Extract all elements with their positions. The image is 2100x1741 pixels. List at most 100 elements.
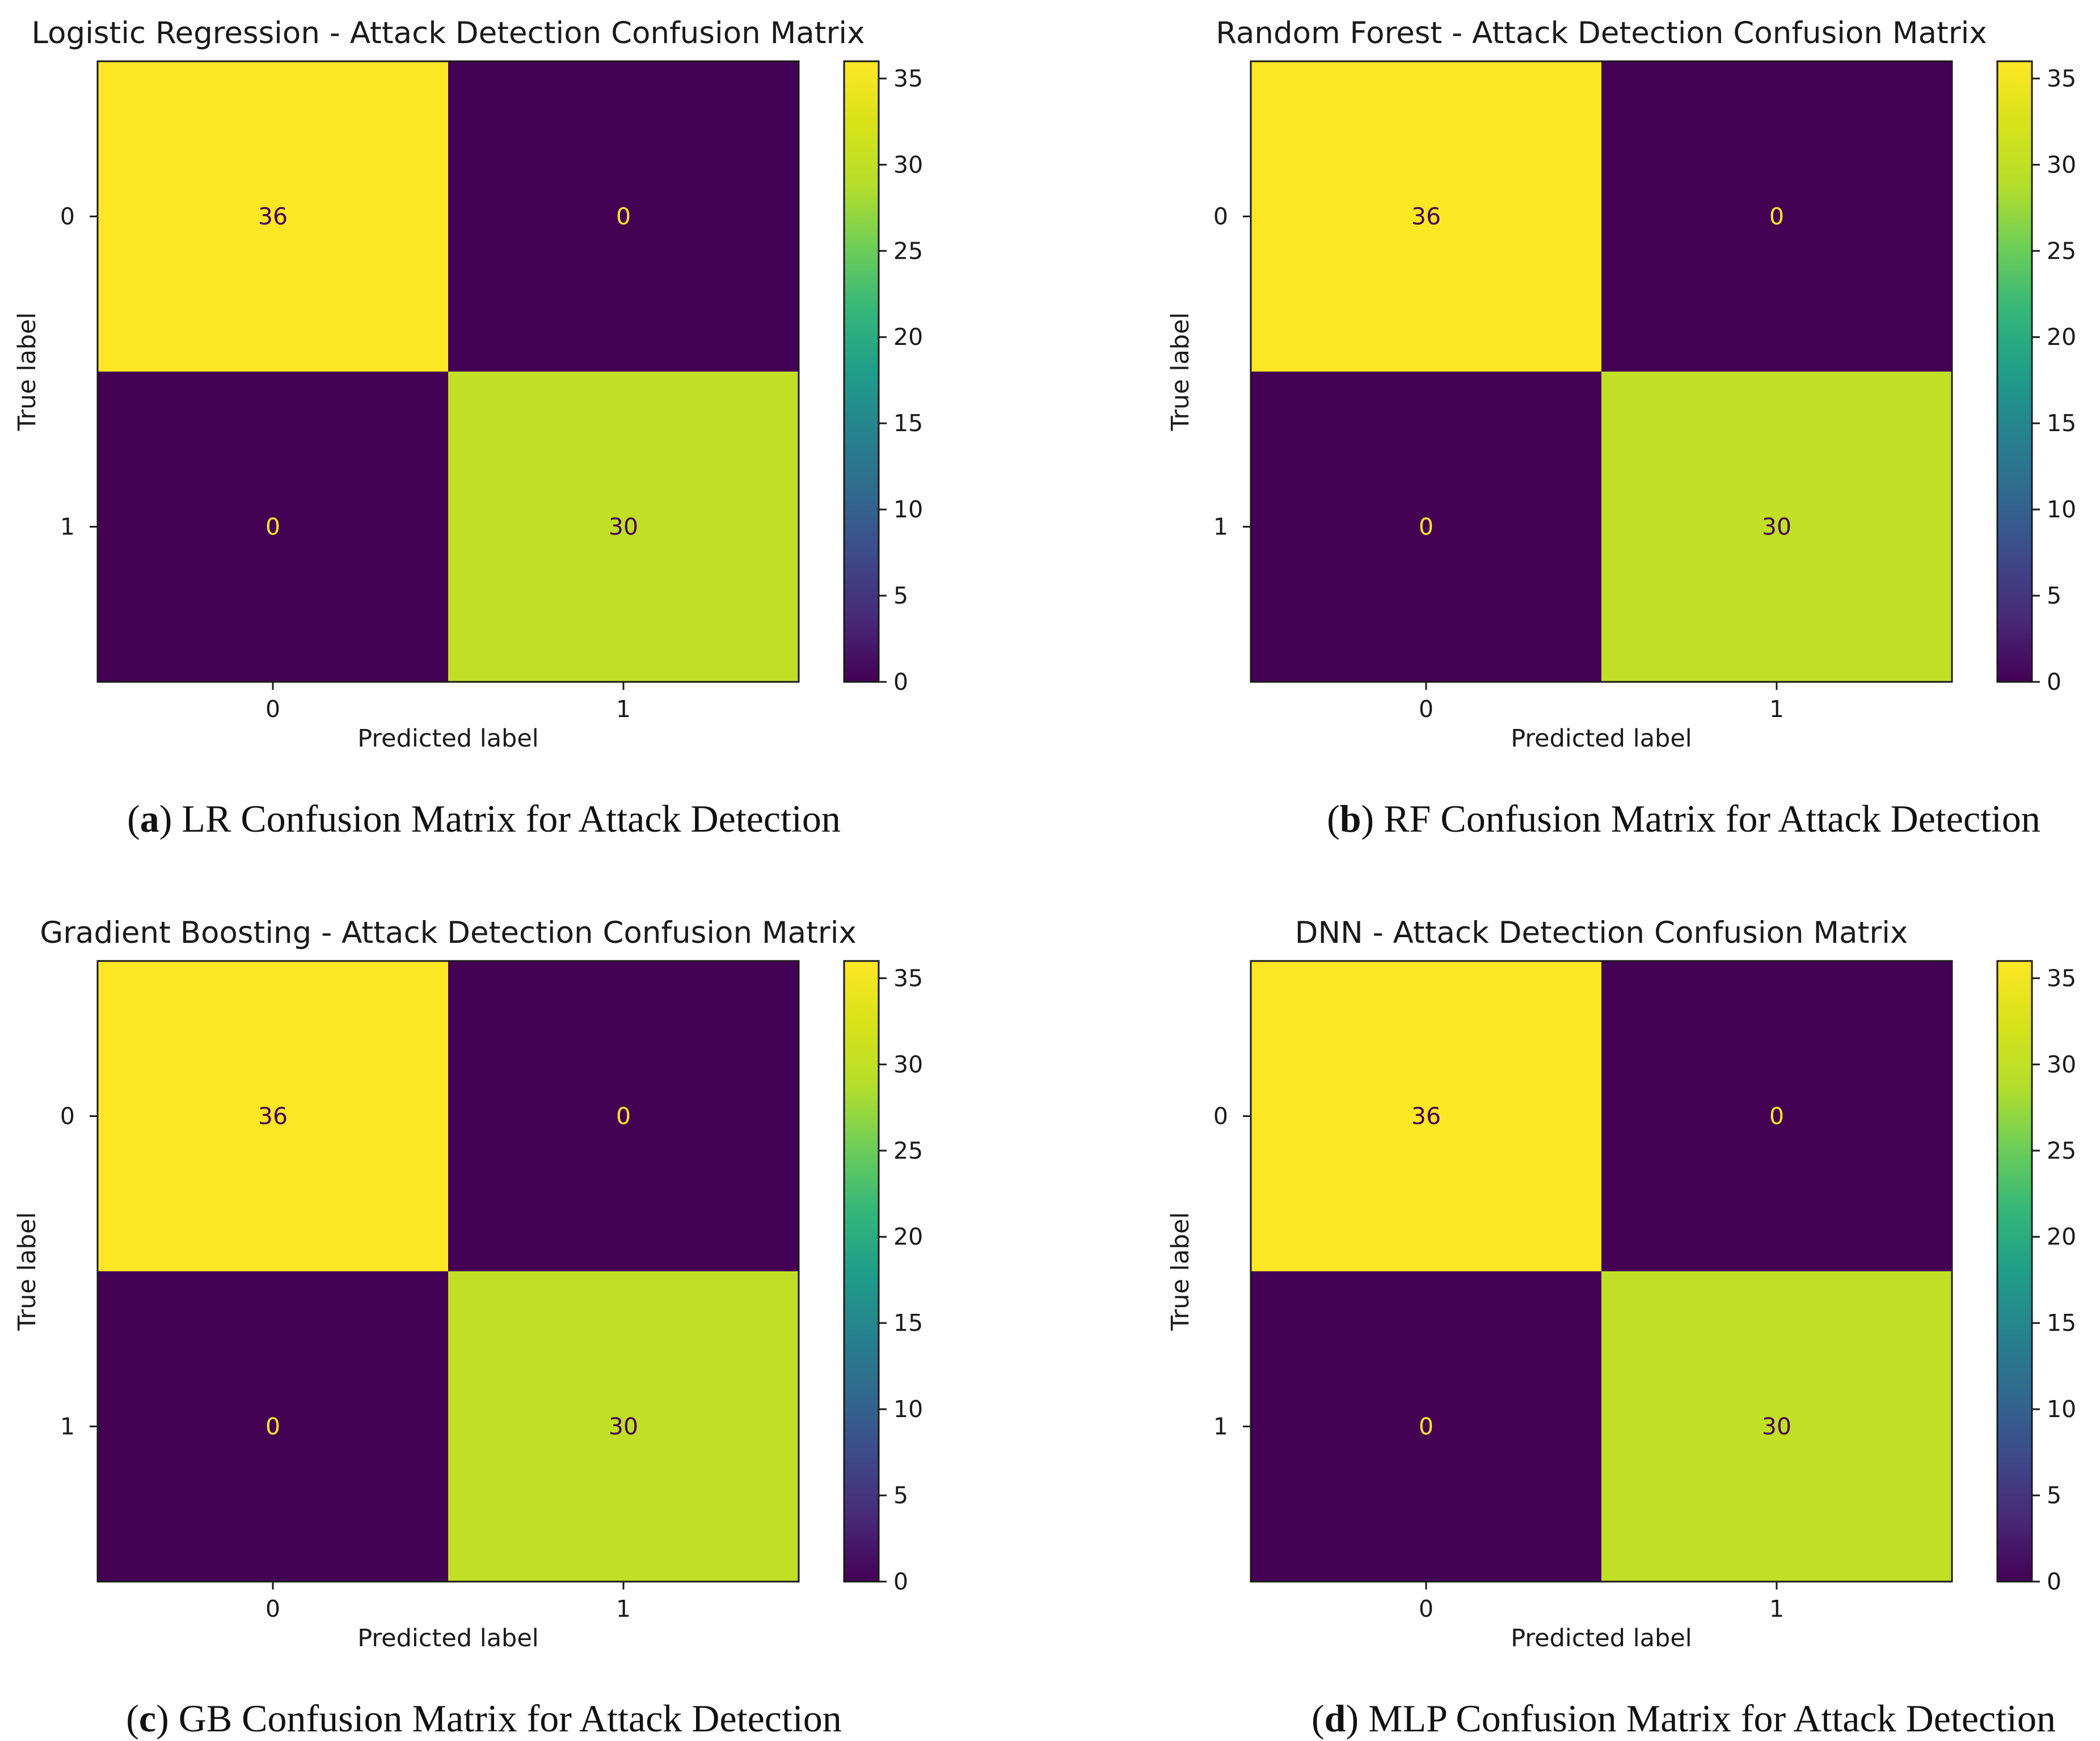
colorbar-tick-label: 30 xyxy=(2047,1051,2076,1078)
matrix-cell xyxy=(1601,61,1952,372)
colorbar-tick-label: 30 xyxy=(2047,151,2076,178)
matrix-cell xyxy=(448,1271,799,1582)
x-tick-label: 1 xyxy=(1769,695,1784,723)
x-tick-label: 1 xyxy=(616,1595,631,1622)
matrix-cell xyxy=(98,1271,448,1582)
axes-frame xyxy=(96,60,800,683)
x-tick-label: 0 xyxy=(265,695,280,723)
matrix-cell-value: 30 xyxy=(609,513,638,541)
x-tick-label: 1 xyxy=(616,695,631,723)
matrix-cell-value: 30 xyxy=(609,1413,638,1440)
colorbar-tick-label: 0 xyxy=(893,1568,908,1595)
x-tick-label: 0 xyxy=(1419,1595,1433,1622)
matrix-cell xyxy=(1251,372,1601,682)
colorbar xyxy=(843,60,880,683)
matrix-cell xyxy=(448,61,799,372)
matrix-cell-value: 0 xyxy=(265,513,280,541)
colorbar-tick-label: 10 xyxy=(2047,1396,2076,1423)
colorbar-tick-label: 15 xyxy=(2047,410,2076,437)
matrix-cell-value: 36 xyxy=(258,1103,288,1130)
colorbar-tick-label: 35 xyxy=(893,964,923,992)
matrix-cell xyxy=(1251,61,1601,372)
matrix-cell-value: 0 xyxy=(1419,1413,1433,1440)
y-axis-label: True label xyxy=(1166,313,1195,432)
chart-title: Random Forest - Attack Detection Confusi… xyxy=(1216,16,1987,50)
colorbar-tick-label: 25 xyxy=(893,1137,923,1164)
x-axis-label: Predicted label xyxy=(357,724,539,753)
matrix-cell xyxy=(448,372,799,682)
y-tick-label: 0 xyxy=(1213,203,1228,230)
colorbar-tick-label: 15 xyxy=(2047,1309,2076,1337)
matrix-cell xyxy=(448,961,799,1271)
matrix-cell-value: 36 xyxy=(1411,203,1441,230)
colorbar-tick-label: 5 xyxy=(893,1482,908,1509)
colorbar xyxy=(1996,60,2033,683)
x-axis-label: Predicted label xyxy=(1511,724,1692,753)
y-tick-label: 1 xyxy=(60,513,75,541)
chart-title: Gradient Boosting - Attack Detection Con… xyxy=(40,916,857,950)
matrix-cell-value: 0 xyxy=(616,1103,631,1130)
colorbar-tick-label: 15 xyxy=(893,410,923,437)
matrix-cell xyxy=(1601,961,1952,1271)
x-axis-label: Predicted label xyxy=(1511,1624,1692,1653)
colorbar-tick-label: 5 xyxy=(2047,1482,2061,1509)
colorbar xyxy=(1996,960,2033,1583)
colorbar-tick-label: 30 xyxy=(893,151,923,178)
subfigure-letter: b xyxy=(1340,797,1361,840)
matrix-cell xyxy=(1601,372,1952,682)
subfigure-caption: (d) MLP Confusion Matrix for Attack Dete… xyxy=(1312,1697,2056,1740)
matrix-cell xyxy=(98,61,448,372)
matrix-cell-value: 0 xyxy=(1769,1103,1784,1130)
colorbar-tick-label: 20 xyxy=(2047,1223,2076,1250)
colorbar-tick-label: 20 xyxy=(2047,323,2076,351)
axes-frame xyxy=(96,960,800,1583)
confusion-matrix-panel-2: Gradient Boosting - Attack Detection Con… xyxy=(13,916,923,1740)
y-axis-label: True label xyxy=(13,313,41,432)
x-tick-label: 0 xyxy=(265,1595,280,1622)
colorbar-tick-label: 5 xyxy=(893,582,908,609)
colorbar-tick-label: 25 xyxy=(893,237,923,264)
matrix-cell xyxy=(1601,1271,1952,1582)
matrix-cell-value: 0 xyxy=(1769,203,1784,230)
colorbar-tick-label: 10 xyxy=(893,1396,923,1423)
matrix-cell xyxy=(1251,961,1601,1271)
y-axis-label: True label xyxy=(13,1212,41,1331)
subfigure-letter: c xyxy=(139,1697,156,1740)
y-tick-label: 0 xyxy=(60,1103,75,1130)
x-axis-label: Predicted label xyxy=(357,1624,539,1653)
colorbar xyxy=(843,960,880,1583)
matrix-cell xyxy=(98,961,448,1271)
subfigure-letter: a xyxy=(140,797,159,840)
colorbar-tick-label: 15 xyxy=(893,1309,923,1337)
colorbar-tick-label: 0 xyxy=(893,668,908,695)
matrix-cell-value: 0 xyxy=(616,203,631,230)
colorbar-tick-label: 0 xyxy=(2047,1568,2061,1595)
colorbar-tick-label: 35 xyxy=(2047,65,2076,92)
subfigure-caption: (b) RF Confusion Matrix for Attack Detec… xyxy=(1327,797,2040,840)
colorbar-tick-label: 30 xyxy=(893,1051,923,1078)
subfigure-caption: (a) LR Confusion Matrix for Attack Detec… xyxy=(127,797,841,840)
y-tick-label: 0 xyxy=(1213,1103,1228,1130)
y-tick-label: 0 xyxy=(60,203,75,230)
colorbar-tick-label: 35 xyxy=(893,65,923,92)
colorbar-tick-label: 35 xyxy=(2047,964,2076,992)
colorbar-tick-label: 25 xyxy=(2047,1137,2076,1164)
subfigure-letter: d xyxy=(1325,1697,1346,1740)
matrix-cell-value: 36 xyxy=(1411,1103,1441,1130)
axes-frame xyxy=(1250,60,1953,683)
y-tick-label: 1 xyxy=(60,1413,75,1440)
x-tick-label: 0 xyxy=(1419,695,1433,723)
x-tick-label: 1 xyxy=(1769,1595,1784,1622)
colorbar-tick-label: 10 xyxy=(2047,496,2076,523)
chart-title: DNN - Attack Detection Confusion Matrix xyxy=(1295,916,1908,950)
confusion-matrix-panel-1: Random Forest - Attack Detection Confusi… xyxy=(1166,16,2076,840)
confusion-matrix-panel-0: Logistic Regression - Attack Detection C… xyxy=(13,16,923,840)
axes-frame xyxy=(1250,960,1953,1583)
matrix-cell xyxy=(1251,1271,1601,1582)
subfigure-caption: (c) GB Confusion Matrix for Attack Detec… xyxy=(126,1697,842,1740)
matrix-cell-value: 0 xyxy=(1419,513,1433,541)
colorbar-tick-label: 0 xyxy=(2047,668,2061,695)
colorbar-tick-label: 10 xyxy=(893,496,923,523)
colorbar-tick-label: 5 xyxy=(2047,582,2061,609)
